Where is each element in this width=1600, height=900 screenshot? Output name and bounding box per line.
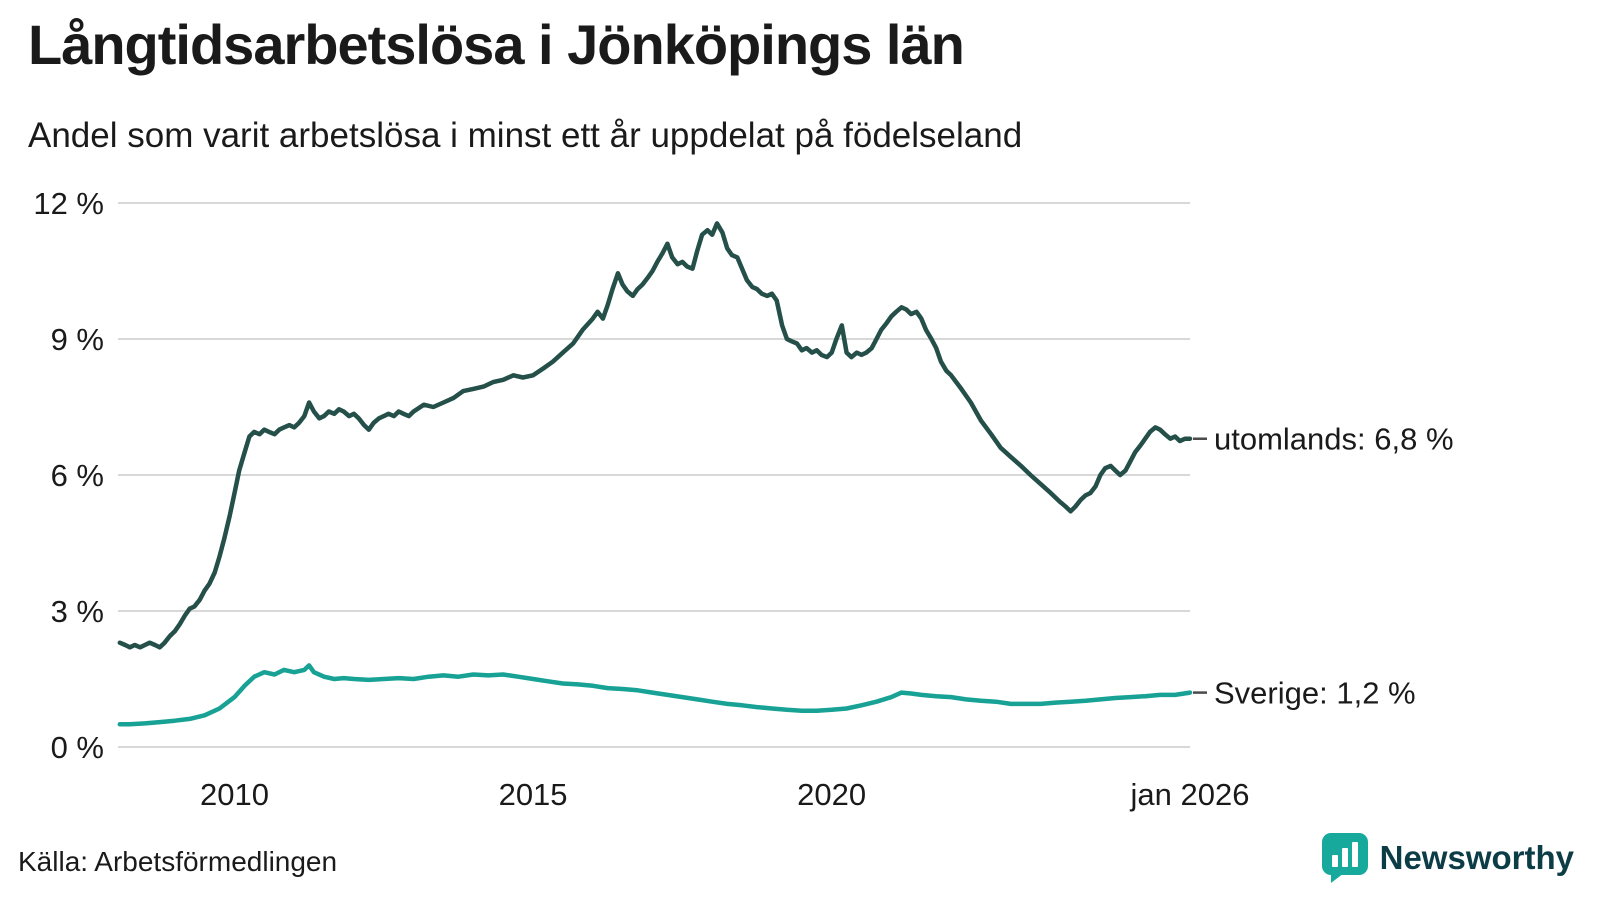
chart-subtitle: Andel som varit arbetslösa i minst ett å… [28, 116, 1023, 155]
series-line-utomlands [117, 221, 1193, 650]
chart-title: Långtidsarbetslösa i Jönköpings län [28, 13, 965, 76]
newsworthy-wordmark: Newsworthy [1379, 839, 1574, 876]
x-axis-tick-label: 2020 [797, 777, 866, 812]
x-axis-tick-label: 2010 [200, 777, 269, 812]
x-axis-tick-label: jan 2026 [1130, 777, 1250, 812]
series-end-label-utomlands: utomlands: 6,8 % [1214, 422, 1454, 457]
y-axis-tick-label: 0 % [51, 730, 104, 765]
newsworthy-bars-icon [1321, 833, 1368, 883]
source-note: Källa: Arbetsförmedlingen [18, 846, 338, 877]
y-axis-tick-label: 9 % [51, 322, 104, 357]
x-axis-tick-label: 2015 [499, 777, 568, 812]
series-end-label-sverige: Sverige: 1,2 % [1214, 675, 1416, 710]
y-axis-tick-label: 12 % [33, 186, 104, 221]
y-axis-tick-label: 3 % [51, 594, 104, 629]
y-axis-tick-label: 6 % [51, 458, 104, 493]
newsworthy-logo: Newsworthy [1321, 832, 1574, 884]
series-line-sverige [117, 663, 1193, 727]
